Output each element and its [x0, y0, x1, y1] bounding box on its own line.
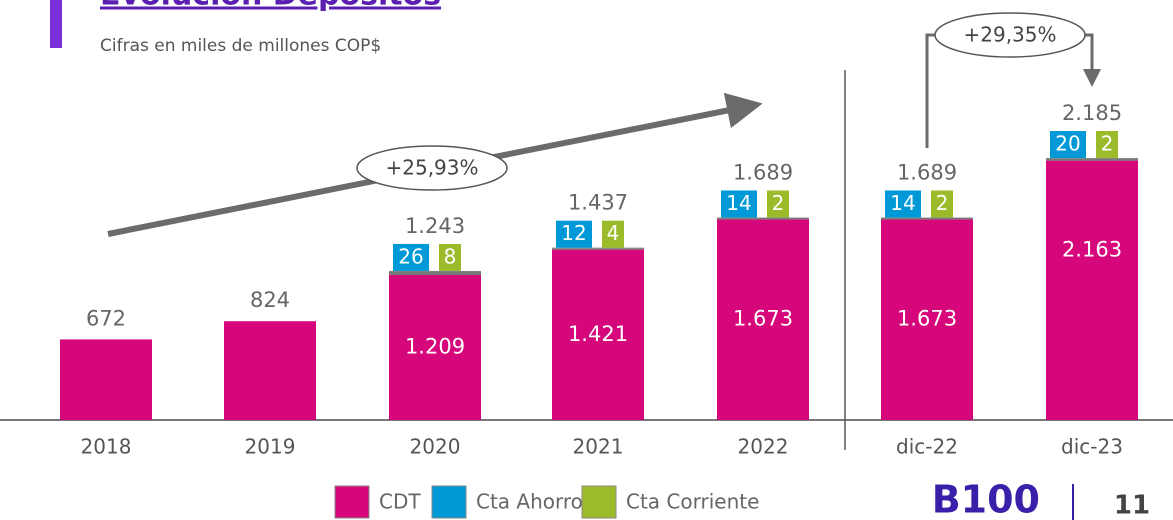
bar-segment	[552, 248, 644, 250]
total-label: 1.689	[897, 160, 957, 184]
bar-segment	[1046, 158, 1138, 161]
bar-segment	[881, 219, 973, 420]
value-label: 14	[890, 191, 915, 215]
bar-segment	[389, 275, 481, 420]
label-box	[1096, 131, 1118, 158]
value-label: 12	[561, 221, 586, 245]
value-label: 672	[86, 306, 126, 330]
legend-swatch	[581, 485, 617, 519]
label-box	[602, 220, 624, 248]
bar-segment	[224, 321, 316, 420]
chart-title: Evolución Depósitos	[100, 0, 441, 13]
bar-segment	[389, 271, 481, 276]
annotation-bubble	[934, 12, 1086, 58]
value-label: 4	[607, 221, 620, 245]
x-tick-label: 2022	[738, 435, 789, 459]
label-box	[1050, 131, 1086, 158]
x-tick-label: dic-23	[1061, 435, 1123, 459]
label-box	[885, 190, 921, 218]
bar-segment	[881, 217, 973, 220]
legend-swatch	[431, 485, 467, 519]
value-label: 1.673	[897, 307, 957, 331]
value-label: 1.673	[733, 307, 793, 331]
x-tick-label: 2018	[81, 435, 132, 459]
chart-subtitle: Cifras en miles de millones COP$	[100, 36, 381, 56]
value-label: 26	[398, 244, 423, 268]
total-label: 1.437	[568, 191, 628, 215]
annotation: +29,35%	[963, 23, 1056, 47]
value-label: 2.163	[1062, 237, 1122, 261]
x-tick-label: dic-22	[896, 435, 958, 459]
page-number: 11	[1114, 491, 1150, 520]
value-label: 2	[772, 191, 785, 215]
label-box	[393, 243, 429, 271]
bar-segment	[717, 219, 809, 420]
bar-segment	[1046, 160, 1138, 420]
legend-swatch	[334, 485, 370, 519]
title-accent	[50, 0, 62, 48]
legend-label: CDT	[379, 490, 421, 514]
x-tick-label: 2020	[410, 435, 461, 459]
label-box	[556, 220, 592, 248]
value-label: 2	[936, 191, 949, 215]
value-label: 8	[444, 244, 457, 268]
legend-label: Cta Ahorro	[476, 490, 583, 514]
value-label: 824	[250, 288, 290, 312]
bar-segment	[389, 270, 481, 272]
label-box	[439, 243, 461, 271]
total-label: 1.243	[405, 214, 465, 238]
x-tick-label: 2019	[245, 435, 296, 459]
label-box	[767, 190, 789, 218]
label-box	[721, 190, 757, 218]
label-box	[931, 190, 953, 218]
bar-segment	[60, 339, 152, 420]
value-label: 1.421	[568, 322, 628, 346]
annotation-bubble	[356, 145, 508, 191]
total-label: 1.689	[733, 160, 793, 184]
total-label: 2.185	[1062, 101, 1122, 125]
value-label: 14	[726, 191, 751, 215]
annotation: +25,93%	[385, 156, 478, 180]
value-label: 20	[1055, 132, 1080, 156]
value-label: 1.209	[405, 335, 465, 359]
value-label: 2	[1101, 132, 1114, 156]
x-tick-label: 2021	[573, 435, 624, 459]
bar-segment	[552, 249, 644, 420]
bar-segment	[717, 217, 809, 220]
logo: B100	[932, 478, 1040, 520]
legend-label: Cta Corriente	[626, 490, 759, 514]
